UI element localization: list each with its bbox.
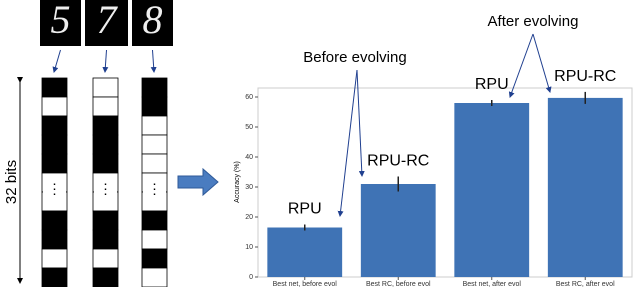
encoding-diagram: 32 bits: [3, 77, 219, 284]
y-tick-label: 0: [249, 274, 253, 281]
x-tick-label: Best RC, after evol: [556, 281, 615, 287]
bit-cell: [92, 229, 119, 250]
bit-cell: [41, 77, 68, 98]
bit-cell: [41, 248, 68, 269]
ellipsis: ⋮: [148, 181, 162, 197]
annotation: Before evolving: [303, 49, 406, 66]
plot-frame: [257, 87, 633, 278]
bit-cell: [141, 267, 168, 287]
y-tick-label: 30: [245, 184, 253, 191]
bit-cell: [141, 210, 168, 231]
arrow: [150, 49, 157, 73]
bit-cell: [92, 96, 119, 117]
bit-cell: [41, 229, 68, 250]
annotation-arrow: [337, 69, 358, 217]
big-arrow: [177, 167, 219, 197]
digit-image: [85, 0, 128, 46]
bit-cell: [41, 153, 68, 174]
bar: [360, 184, 436, 277]
bit-cell: [41, 96, 68, 117]
annotation-arrow: [532, 33, 552, 93]
bits-label: 32 bits: [3, 160, 20, 204]
bar-label: RPU-RC: [554, 68, 616, 85]
y-axis-label: Accuracy (%): [234, 161, 241, 203]
bit-cell: [92, 210, 119, 231]
bit-cell: [141, 229, 168, 250]
plot: Accuracy (%) Before evolving After evolv…: [234, 13, 633, 278]
ellipsis-bg: [94, 180, 117, 200]
bar: [454, 103, 530, 277]
ellipsis-bg: [43, 180, 66, 200]
bit-cell: [92, 115, 119, 136]
digit-image: [40, 0, 81, 46]
bit-cell: [41, 134, 68, 155]
bit-cell: [141, 96, 168, 117]
bar-label: RPU-RC: [367, 153, 429, 170]
bit-cell: [92, 134, 119, 155]
arrow: [102, 49, 109, 73]
bit-cell: [141, 134, 168, 155]
bar: [547, 97, 623, 278]
ellipsis: ⋮: [48, 181, 62, 197]
bit-cell: [41, 267, 68, 287]
digit: 5: [51, 0, 71, 42]
bit-cell: [92, 153, 119, 174]
annotation: After evolving: [488, 13, 579, 30]
ellipsis: ⋮: [99, 181, 113, 197]
bit-cell: [141, 77, 168, 98]
y-tick-label: 10: [245, 244, 253, 251]
bit-cell: [92, 248, 119, 269]
arrow: [52, 49, 61, 73]
digit: 7: [97, 0, 119, 42]
bar-label: RPU: [475, 76, 509, 93]
bit-cell: [41, 210, 68, 231]
bar: [267, 227, 343, 277]
x-tick-label: Best RC, before evol: [366, 281, 431, 287]
x-tick-label: Best net, after evol: [463, 281, 522, 287]
annotation-arrow: [508, 33, 534, 98]
bar-label: RPU: [288, 201, 322, 218]
bit-cell: [41, 115, 68, 136]
digit: 8: [143, 0, 163, 42]
ellipsis-bg: [143, 180, 166, 200]
bit-cell: [92, 267, 119, 287]
bit-cell: [92, 77, 119, 98]
y-tick-label: 40: [245, 154, 253, 161]
y-tick-label: 20: [245, 214, 253, 221]
bit-cell: [141, 153, 168, 174]
annotation-arrow: [356, 69, 365, 177]
digit-image: [132, 0, 173, 46]
y-tick-label: 50: [245, 124, 253, 131]
bit-cell: [141, 115, 168, 136]
x-tick-label: Best net, before evol: [273, 281, 338, 287]
y-tick-label: 60: [245, 94, 253, 101]
bit-cell: [141, 248, 168, 269]
